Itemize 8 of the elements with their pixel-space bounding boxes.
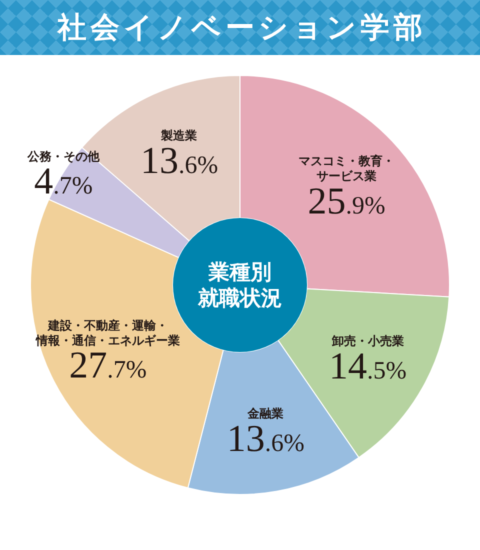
banner: 社会イノベーション学部 <box>0 0 480 55</box>
slice-label: マスコミ・教育・サービス業 <box>298 154 395 183</box>
slice-label: 製造業 <box>160 128 198 143</box>
slice-label: 卸売・小売業 <box>330 334 404 348</box>
slice-label: 公務・その他 <box>26 149 100 164</box>
data-label: 13.6% <box>140 140 218 182</box>
chart-title: 社会イノベーション学部 <box>58 10 426 44</box>
slice-label: 金融業 <box>246 406 284 421</box>
